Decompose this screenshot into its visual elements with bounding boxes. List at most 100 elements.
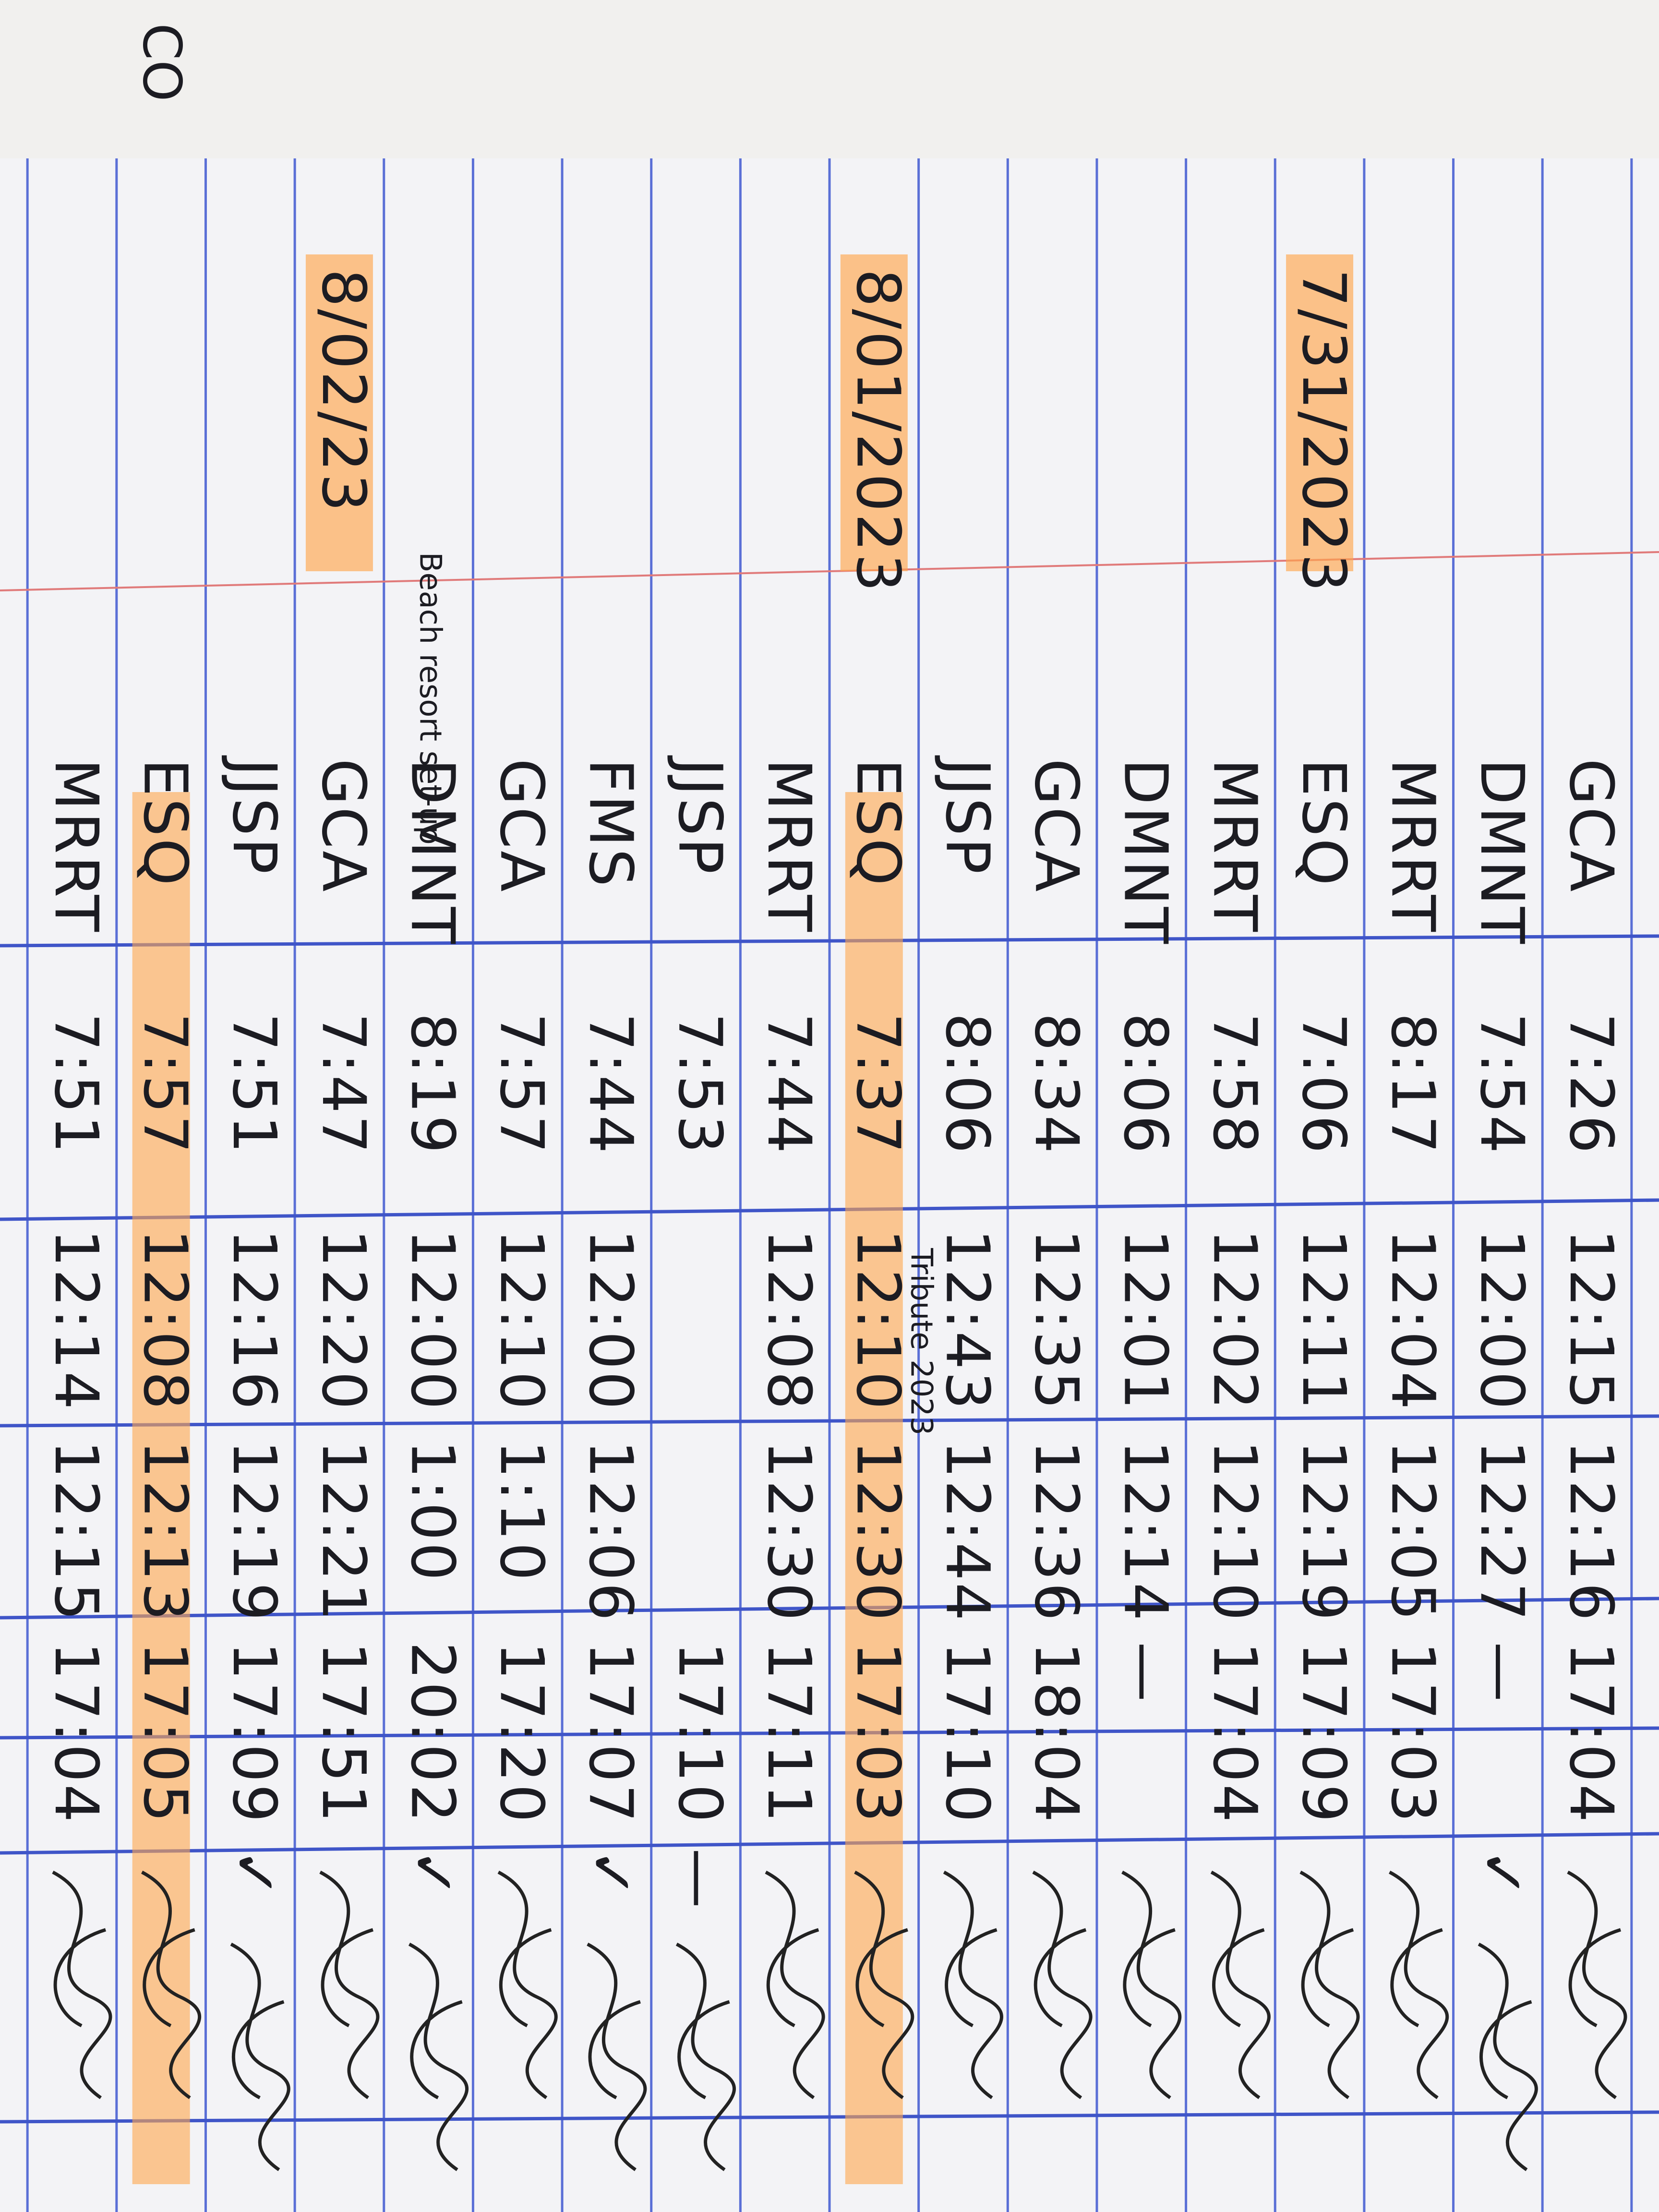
lunch-out: 12:00 [1467, 1229, 1537, 1411]
name: MRRT [1200, 758, 1269, 934]
time-out: 17:03 [843, 1642, 913, 1824]
time-in: 7:58 [1200, 1013, 1269, 1155]
note: Beach resort set-up [413, 552, 448, 845]
lunch-in: 12:06 [576, 1440, 646, 1623]
lunch-out: 12:10 [487, 1229, 556, 1411]
name: DMNT [1467, 758, 1537, 946]
time-out: 18:04 [1022, 1642, 1091, 1824]
signature [765, 1870, 825, 2099]
signature [141, 1870, 201, 2099]
name: DMNT [1111, 758, 1180, 946]
lunch-out: 12:01 [1111, 1229, 1180, 1411]
time-in: 7:51 [41, 1013, 111, 1155]
lunch-out: 12:04 [1378, 1229, 1448, 1411]
signature [1299, 1870, 1360, 2099]
lunch-out: 12:35 [1022, 1229, 1091, 1411]
name: GCA [1556, 758, 1626, 894]
time-in: 7:06 [1289, 1013, 1358, 1155]
time-in: 7:26 [1556, 1013, 1626, 1155]
name: JJSP [219, 755, 289, 876]
time-in: 8:06 [932, 1013, 1002, 1155]
column-rule [0, 1198, 1659, 1221]
lunch-out: 12:15 [1556, 1229, 1626, 1411]
date: 7/31/2023 [1289, 269, 1358, 594]
name: MRRT [41, 758, 111, 934]
signature [52, 1870, 112, 2099]
name: GCA [309, 758, 378, 894]
check-mark: ✓ [397, 1848, 467, 1900]
time-in: 7:57 [487, 1013, 556, 1155]
time-in: 7:44 [754, 1013, 824, 1155]
column-rule [0, 1414, 1659, 1428]
time-out: 17:07 [576, 1642, 646, 1824]
highlight [845, 792, 903, 2184]
lunch-out: 12:16 [219, 1229, 289, 1411]
check-mark: ✓ [219, 1848, 289, 1900]
time-out: — [1111, 1642, 1180, 1704]
date: 8/02/23 [309, 269, 378, 514]
time-in: 8:34 [1022, 1013, 1091, 1155]
time-out: 17:03 [1378, 1642, 1448, 1824]
name: JJSP [932, 755, 1002, 876]
date-highlight [840, 254, 908, 571]
lunch-out: 12:02 [1200, 1229, 1269, 1411]
lunch-in: 12:14 [1111, 1440, 1180, 1623]
time-out: 17:04 [1200, 1642, 1269, 1824]
name: MRRT [1378, 758, 1448, 934]
time-in: 8:17 [1378, 1013, 1448, 1155]
name: ESQ [130, 758, 200, 888]
column-rule [0, 1726, 1659, 1740]
signature [497, 1870, 558, 2099]
cover-text: CO [132, 23, 193, 101]
lunch-out: 12:00 [576, 1229, 646, 1411]
time-in: 7:57 [130, 1013, 200, 1155]
time-out: 17:04 [1556, 1642, 1626, 1824]
signature [1032, 1870, 1093, 2099]
lunch-out: 12:14 [41, 1229, 111, 1411]
time-in: 8:19 [397, 1013, 467, 1155]
signature [854, 1870, 914, 2099]
lunch-in: 12:16 [1556, 1440, 1626, 1623]
lunch-out: 12:11 [1289, 1229, 1358, 1411]
time-out: 17:51 [309, 1642, 378, 1824]
signature [1389, 1870, 1449, 2099]
time-out: 17:09 [1289, 1642, 1358, 1824]
name: FMS [576, 758, 646, 889]
lunch-in: 12:44 [932, 1440, 1002, 1623]
name: GCA [487, 758, 556, 894]
time-in: 7:51 [219, 1013, 289, 1155]
signature [408, 1942, 469, 2171]
lunch-in: 12:30 [843, 1440, 913, 1623]
lunch-in: 12:30 [754, 1440, 824, 1623]
date-highlight [1286, 254, 1354, 571]
time-in: 7:37 [843, 1013, 913, 1155]
lunch-in: 12:19 [1289, 1440, 1358, 1623]
date: 8/01/2023 [843, 269, 913, 594]
column-rule [0, 1832, 1659, 1855]
signature [1121, 1870, 1182, 2099]
notebook-page: GCA 7:26 12:15 12:16 17:04 DMNT 7:54 12:00 12:27… [0, 158, 1659, 2212]
lunch-in: 1:00 [397, 1440, 467, 1583]
margin-line [0, 551, 1659, 591]
time-out: 17:10 [932, 1642, 1002, 1824]
check-mark: ✓ [1467, 1848, 1537, 1900]
time-out: 17:10 [665, 1642, 734, 1824]
lunch-out: 12:43 [932, 1229, 1002, 1411]
time-out: 17:11 [754, 1642, 824, 1824]
signature [319, 1870, 380, 2099]
name: DMNT [397, 758, 467, 946]
time-out: 17:09 [219, 1642, 289, 1824]
signature [1567, 1870, 1627, 2099]
name: GCA [1022, 758, 1091, 894]
check-mark: ✓ [576, 1848, 646, 1900]
signature [675, 1942, 736, 2171]
signature [1478, 1942, 1538, 2171]
lunch-in: 1:10 [487, 1440, 556, 1583]
lunch-in: 12:05 [1378, 1440, 1448, 1623]
note: Tribute 2023 [904, 1248, 939, 1435]
signature [943, 1870, 1003, 2099]
signature [587, 1942, 647, 2171]
name: JJSP [665, 755, 734, 876]
time-out: — [1467, 1642, 1537, 1704]
